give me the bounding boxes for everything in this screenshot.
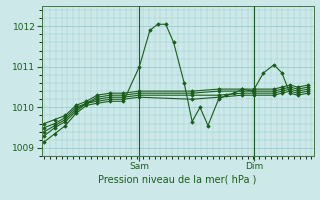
X-axis label: Pression niveau de la mer( hPa ): Pression niveau de la mer( hPa ) (99, 174, 257, 184)
